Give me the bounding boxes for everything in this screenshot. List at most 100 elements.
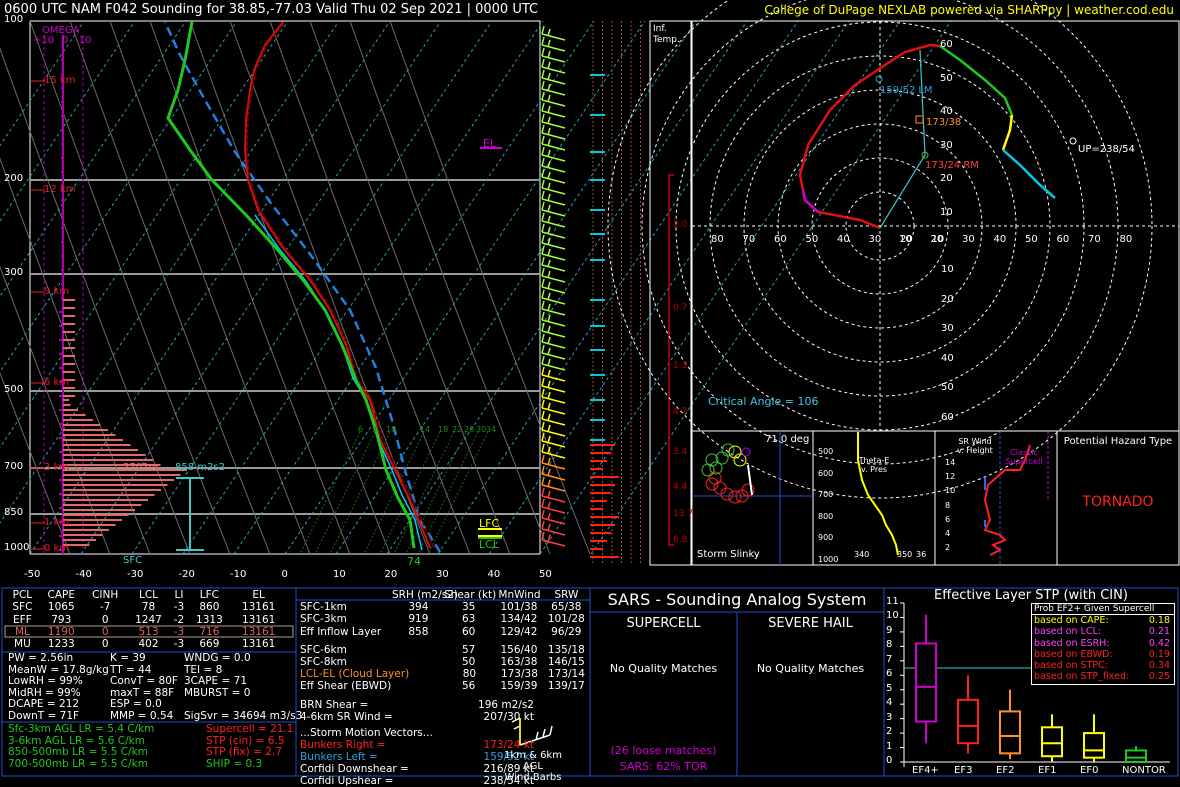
index-row: LowRH = 99% ConvT = 80F 3CAPE = 71 bbox=[8, 676, 304, 688]
storm-slinky-graphic bbox=[692, 431, 813, 565]
height-label: 12 km bbox=[44, 184, 76, 195]
temp-label: 20 bbox=[384, 569, 398, 580]
parcel-cell: -3 bbox=[173, 601, 185, 614]
stp-y-label: 9 bbox=[886, 624, 893, 636]
pressure-label-300: 300 bbox=[4, 267, 24, 278]
kinematic-cell: 146/15 bbox=[547, 655, 585, 668]
mixing-ratio-label: 22 bbox=[452, 425, 463, 434]
parcel-cell: -3 bbox=[173, 638, 185, 651]
index-cell: PW = 2.56in bbox=[8, 652, 74, 664]
inferred-temp-frame bbox=[649, 20, 692, 566]
wind-barb bbox=[541, 80, 566, 96]
lapse-rate: 850-500mb LR = 5.5 C/km bbox=[8, 746, 148, 759]
wind-barb bbox=[541, 509, 566, 525]
stp-y-label: 11 bbox=[886, 596, 899, 607]
srwind-h-label: 8 bbox=[945, 500, 951, 510]
mixing-ratio-line bbox=[363, 431, 425, 555]
inferred-temp-value: 13.7 bbox=[673, 509, 694, 519]
slinky-circle bbox=[728, 490, 742, 504]
lapse-rates: Sfc-3km AGL LR = 5.4 C/km 3-6km AGL LR = … bbox=[8, 723, 154, 770]
kinematic-cell: SFC-6km bbox=[300, 643, 347, 656]
thetae-p-label: 800 bbox=[818, 511, 834, 521]
wind-barb bbox=[541, 465, 566, 481]
stp-legend-value: 0.42 bbox=[1148, 637, 1170, 649]
wind-barb bbox=[541, 223, 566, 239]
hodo-x-label: 70 bbox=[1088, 234, 1101, 245]
indices-block: PW = 2.56in K = 39 WNDG = 0.0 MeanW = 17.8g… bbox=[8, 652, 304, 723]
hodo-y-label: 50 bbox=[941, 382, 954, 393]
mixing-ratio-label: 8 bbox=[372, 425, 378, 434]
temp-label: 40 bbox=[487, 569, 501, 580]
wind-barb bbox=[541, 69, 566, 85]
stp-legend-row: based on STPC: 0.34 bbox=[1032, 660, 1174, 671]
dry-adiabat bbox=[389, 20, 591, 555]
srwind-h-label: 2 bbox=[945, 543, 951, 553]
hodo-x-label: 50 bbox=[1025, 234, 1038, 245]
el-label: EL bbox=[483, 137, 497, 150]
stp-legend-value: 0.18 bbox=[1148, 615, 1170, 626]
parcel-cell: 716 bbox=[199, 626, 220, 639]
kinematic-pair: 4-6km SR Wind = 207/30 kt bbox=[300, 711, 588, 723]
hodo-x-label: 80 bbox=[1119, 234, 1133, 245]
index-cell: maxT = 88F bbox=[110, 686, 175, 699]
wind-barb bbox=[541, 520, 566, 536]
wind-barb bbox=[541, 102, 566, 118]
eff-layer-height: 2702m bbox=[123, 462, 159, 473]
kinematic-row: SFC-6km 57 156/40 135/18 bbox=[300, 644, 588, 656]
isotherm bbox=[590, 20, 952, 555]
temp-label: 30 bbox=[436, 569, 449, 580]
index-row: MidRH = 99% maxT = 88F MBURST = 0 bbox=[8, 686, 304, 700]
index-cell: MBURST = 0 bbox=[184, 686, 251, 699]
composite-param: SHIP = 0.3 bbox=[206, 757, 263, 770]
parcel-row: SFC 1065 -7 78 -3 860 13161 bbox=[6, 601, 286, 613]
mixing-ratio-line bbox=[299, 431, 361, 555]
col-lfc: LFC bbox=[199, 589, 220, 602]
parcel-cell: MU bbox=[14, 638, 31, 651]
sars-tor-pct: SARS: 62% TOR bbox=[619, 760, 708, 773]
mixing-ratio-label: 34 bbox=[486, 425, 497, 434]
isotherm bbox=[437, 20, 799, 555]
srwind-h-label: 12 bbox=[945, 472, 956, 482]
parcel-header-row: PCL CAPE CINH LCL LI LFC EL bbox=[6, 589, 286, 601]
kinematic-cell bbox=[393, 644, 444, 656]
mixing-ratio-line bbox=[427, 431, 489, 555]
hazard-title: Potential Hazard Type bbox=[1063, 436, 1173, 447]
index-cell: SigSvr = 34694 m3/s3 bbox=[184, 709, 303, 722]
wind-barb bbox=[541, 322, 566, 338]
hodo-y-label: 30 bbox=[941, 323, 954, 334]
isotherm bbox=[0, 20, 85, 147]
parcel-row: EFF 793 0 1247 -2 1313 13161 bbox=[6, 614, 286, 626]
parcel-cell: 402 bbox=[138, 638, 159, 651]
sars-hail-match: No Quality Matches bbox=[756, 662, 865, 675]
virtual-temp-trace bbox=[246, 21, 435, 549]
stp-y-label: 3 bbox=[886, 711, 893, 723]
kinematic-row: SFC-3km 919 63 134/42 101/28 bbox=[300, 613, 588, 625]
hodo-x-label: 70 bbox=[742, 234, 756, 245]
kinematic-cell: BRN Shear = bbox=[300, 698, 369, 711]
hodo-x-label: 50 bbox=[805, 234, 819, 245]
slinky-vector bbox=[747, 464, 753, 496]
isotherm bbox=[182, 20, 544, 555]
temp-label: -40 bbox=[75, 569, 92, 580]
mean-wind-label: 173/38 bbox=[926, 117, 962, 128]
wind-barb bbox=[541, 146, 566, 162]
isotherm bbox=[0, 20, 238, 373]
composite-param: STP (cin) = 6.5 bbox=[206, 734, 285, 747]
stp-category-label: EF4+ bbox=[912, 765, 939, 776]
stp-box bbox=[1083, 714, 1105, 762]
kinematic-cell: 159/52 kt bbox=[483, 750, 534, 763]
mixing-ratio-label: 18 bbox=[438, 425, 449, 434]
index-cell: LowRH = 99% bbox=[8, 675, 83, 688]
thetae-p-label: 1000 bbox=[818, 554, 839, 564]
thetae-p-label: 600 bbox=[818, 468, 834, 478]
hodo-y-label: 20 bbox=[941, 293, 954, 305]
parcel-cell: 860 bbox=[199, 601, 220, 614]
kinematic-cell: 216/89 kt bbox=[483, 762, 534, 775]
hodo-ring-label: 20 bbox=[940, 173, 953, 184]
col-el: EL bbox=[252, 589, 265, 602]
stp-y-label: 8 bbox=[886, 639, 893, 651]
index-cell: 3CAPE = 71 bbox=[184, 675, 247, 688]
slinky-circle bbox=[741, 483, 755, 497]
kinematic-cell bbox=[300, 589, 392, 601]
wind-barb bbox=[541, 168, 566, 184]
